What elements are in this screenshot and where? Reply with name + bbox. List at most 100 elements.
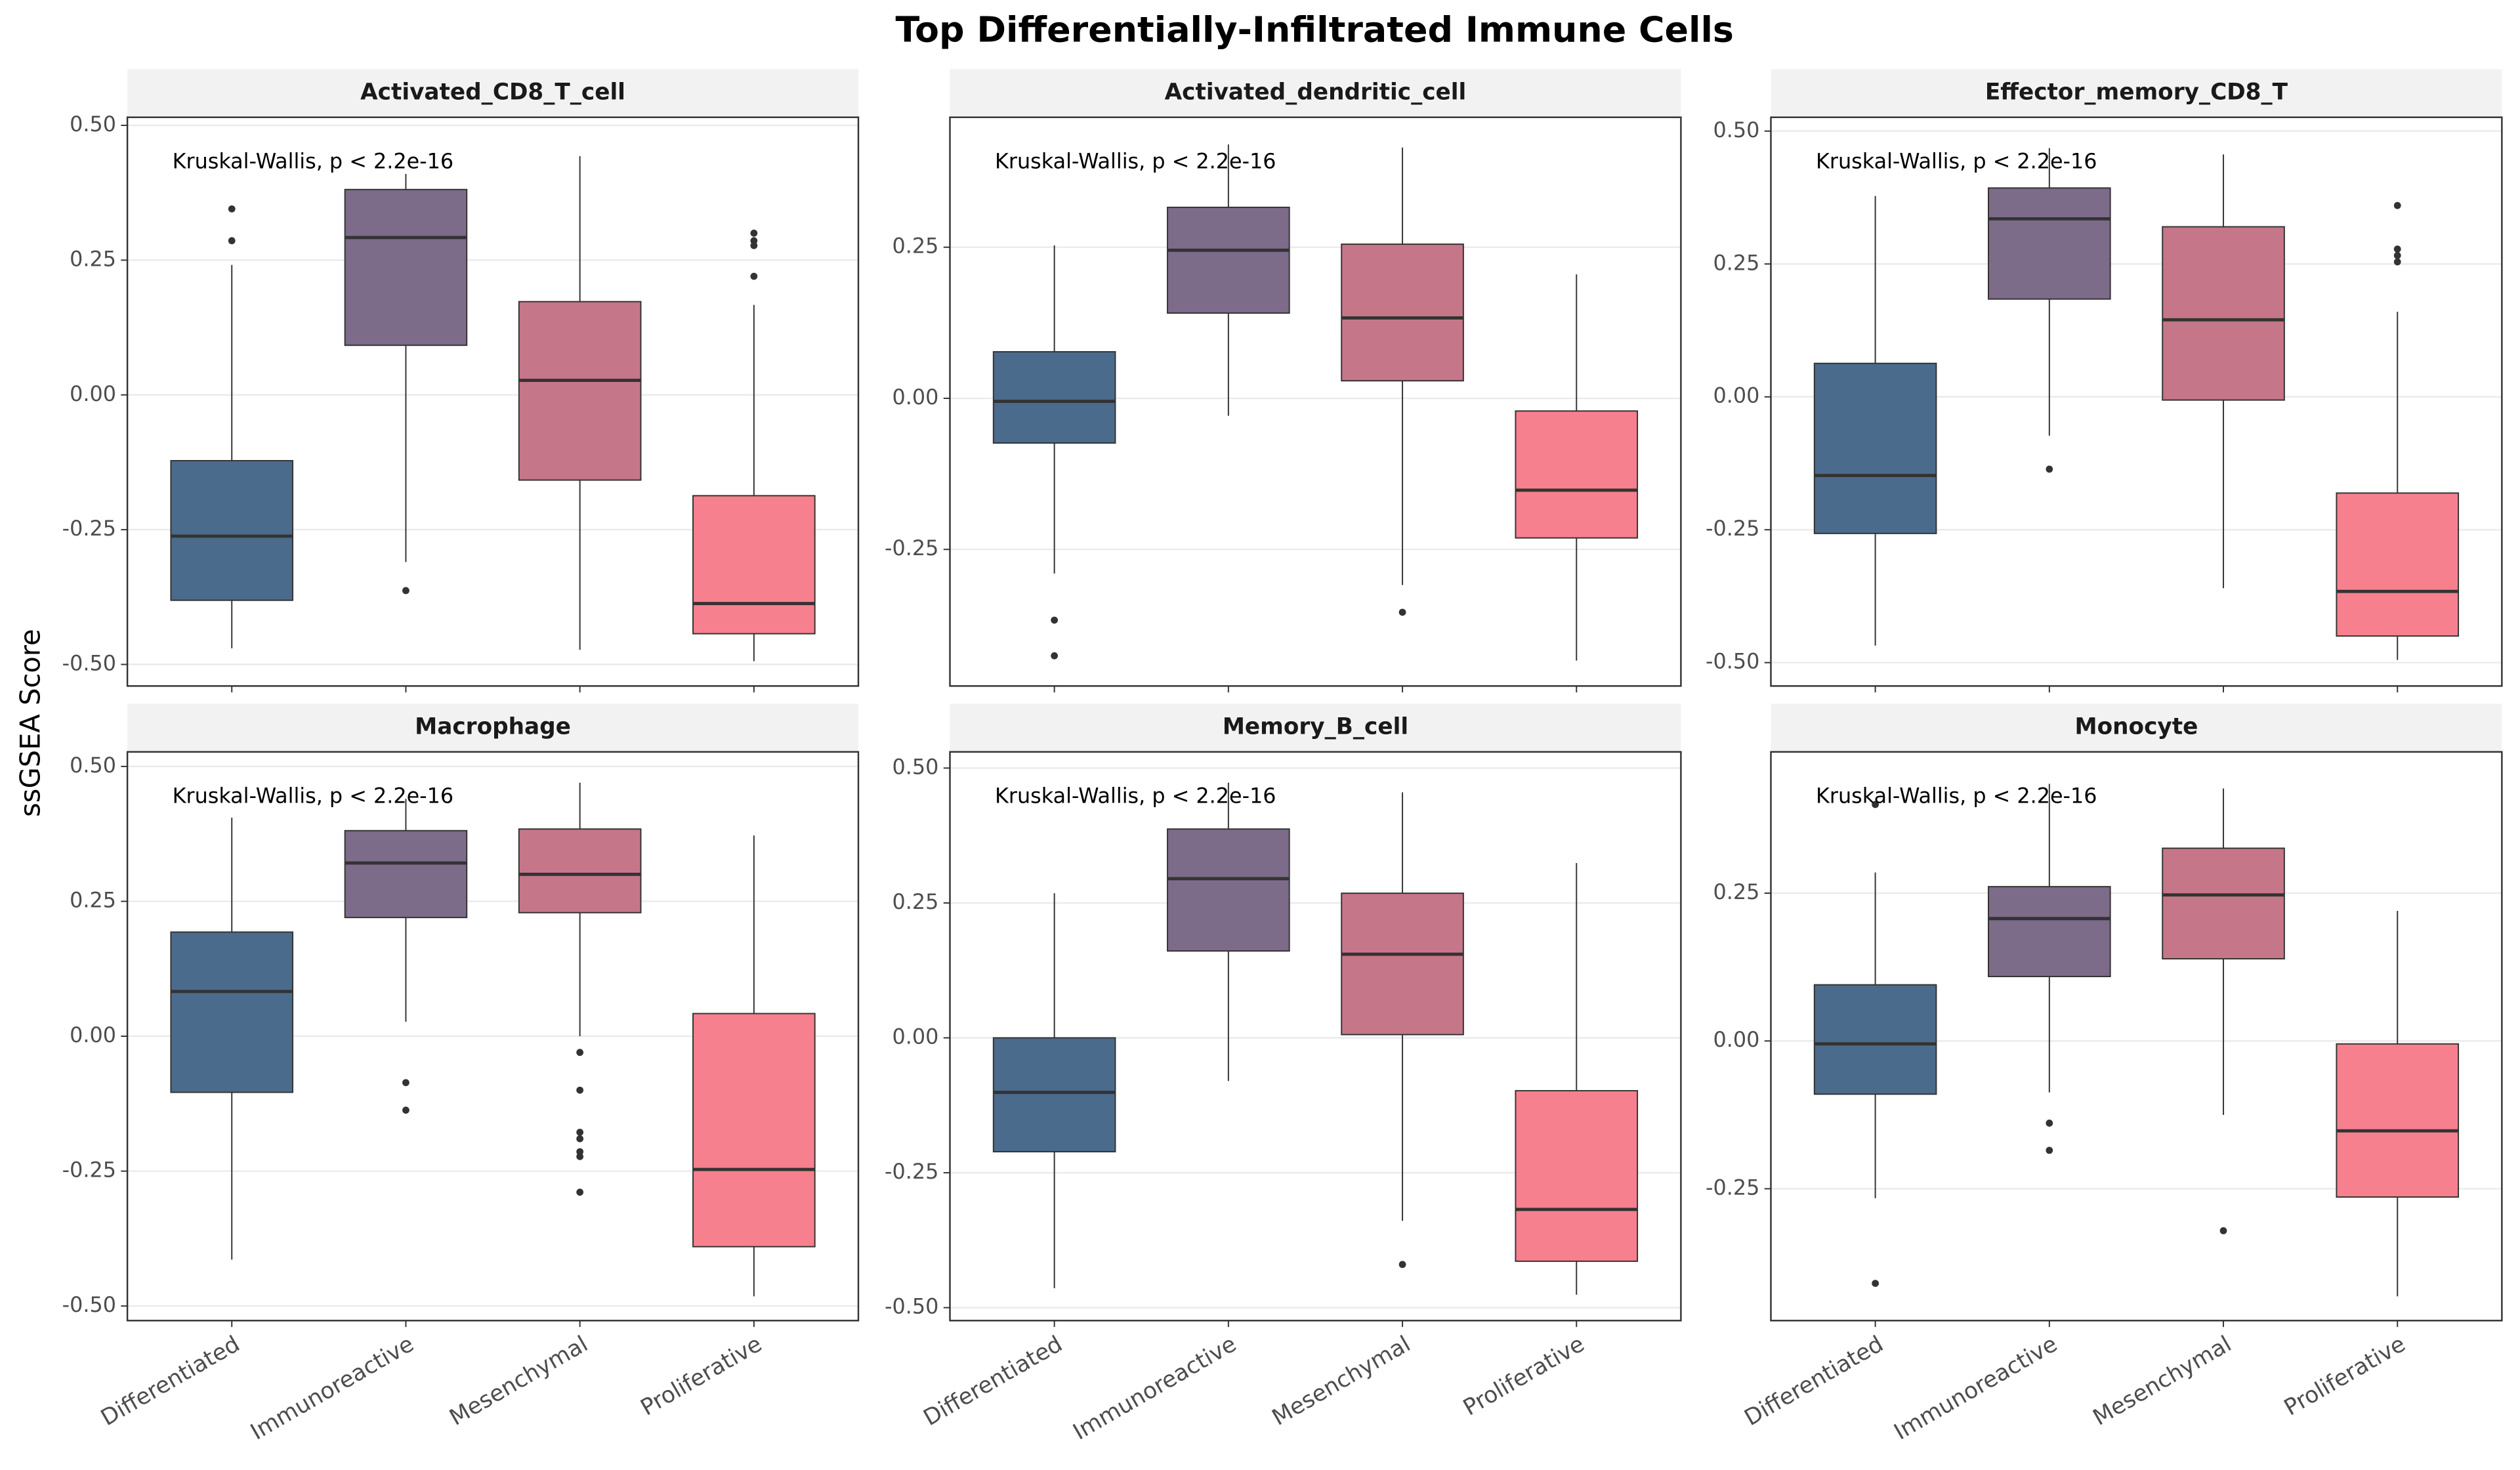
box [2162,847,2285,959]
annotation: Kruskal-Wallis, p < 2.2e-16 [1816,783,2097,808]
outlier [750,242,758,249]
chart-title: Top Differentially-Infiltrated Immune Ce… [895,9,1734,51]
y-tick-label: 0.25 [70,887,116,912]
y-tick-label: 0.00 [892,385,939,410]
strip [1771,704,2502,752]
panel-border [949,116,1682,687]
box [2336,492,2460,637]
y-tick-label: -0.25 [885,536,938,560]
box [692,1013,816,1248]
outlier [576,1152,584,1160]
outlier [402,1106,410,1114]
x-tick-label: Proliferative [2280,1331,2410,1421]
outlier [1398,608,1406,616]
strip [950,69,1681,117]
x-tick-label: Immunoreactive [1890,1331,2062,1446]
box [2162,226,2285,401]
strip [127,704,858,752]
box [1341,892,1464,1036]
outlier [402,1079,410,1087]
y-tick-label: -0.25 [1706,1175,1759,1200]
outlier [750,229,758,237]
box [170,931,294,1093]
outlier [2046,1120,2053,1127]
panel-title: Memory_B_cell [1223,713,1408,740]
box [2336,1043,2460,1198]
panel-border [126,751,860,1322]
y-tick-label: 0.25 [1713,879,1760,904]
outlier [2393,245,2401,253]
annotation: Kruskal-Wallis, p < 2.2e-16 [173,148,454,173]
box [1813,362,1937,534]
box [344,188,468,346]
box [1988,187,2111,300]
outlier [2046,465,2053,473]
box [1167,206,1290,314]
y-tick-label: 0.25 [1713,250,1760,275]
outlier [402,587,410,595]
box [1988,886,2111,978]
outlier [2046,1146,2053,1154]
outlier [1872,801,1880,808]
y-tick-label: 0.50 [70,753,116,778]
x-tick-label: Proliferative [1459,1331,1589,1421]
outlier [576,1086,584,1094]
outlier [2393,258,2401,266]
x-tick-label: Differentiated [919,1331,1066,1431]
x-tick-label: Immunoreactive [1069,1331,1241,1446]
y-tick-label: -0.25 [885,1159,938,1184]
x-tick-label: Differentiated [1740,1331,1887,1431]
y-tick-label: 0.25 [892,234,939,259]
annotation: Kruskal-Wallis, p < 2.2e-16 [1816,148,2097,173]
outlier [750,237,758,245]
panel-border [126,116,860,687]
y-tick-label: -0.50 [62,1292,116,1317]
outlier [2393,201,2401,209]
panel-title: Macrophage [415,713,571,740]
y-tick-label: 0.25 [892,889,939,914]
outlier [750,272,758,280]
box [1515,1090,1639,1262]
box [1167,828,1290,952]
x-tick-label: Mesenchymal [445,1331,592,1431]
y-tick-label: -0.25 [62,1158,116,1183]
outlier [2393,251,2401,259]
outlier [576,1148,584,1156]
strip [127,69,858,117]
outlier [1398,1261,1406,1269]
outlier [576,1135,584,1143]
outlier [576,1128,584,1136]
outlier [1051,616,1059,624]
outlier [576,1049,584,1057]
y-tick-label: 0.50 [1713,117,1760,142]
outlier [2219,1227,2227,1234]
box [992,351,1116,444]
annotation: Kruskal-Wallis, p < 2.2e-16 [995,783,1276,808]
box [992,1037,1116,1152]
outlier [1051,652,1059,660]
panel-border [949,751,1682,1322]
outlier [228,237,236,245]
panel-title: Activated_dendritic_cell [1165,79,1467,105]
panel-border [1770,116,2503,687]
y-tick-label: -0.25 [62,516,116,541]
panel-title: Effector_memory_CD8_T [1985,79,2288,105]
y-tick-label: 0.00 [70,1022,116,1047]
panel-title: Activated_CD8_T_cell [360,79,625,105]
x-tick-label: Mesenchymal [2089,1331,2236,1431]
x-tick-label: Mesenchymal [1268,1331,1415,1431]
box [692,495,816,635]
y-tick-label: -0.50 [885,1294,938,1319]
box [518,828,642,914]
box [518,301,642,481]
x-tick-label: Proliferative [637,1331,766,1421]
box [344,830,468,919]
box [170,459,294,601]
y-axis-label: ssGSEA Score [14,629,47,817]
strip [1771,69,2502,117]
y-tick-label: 0.50 [892,754,939,779]
y-tick-label: 0.50 [70,112,116,136]
panel-border [1770,751,2503,1322]
outlier [1872,1280,1880,1287]
